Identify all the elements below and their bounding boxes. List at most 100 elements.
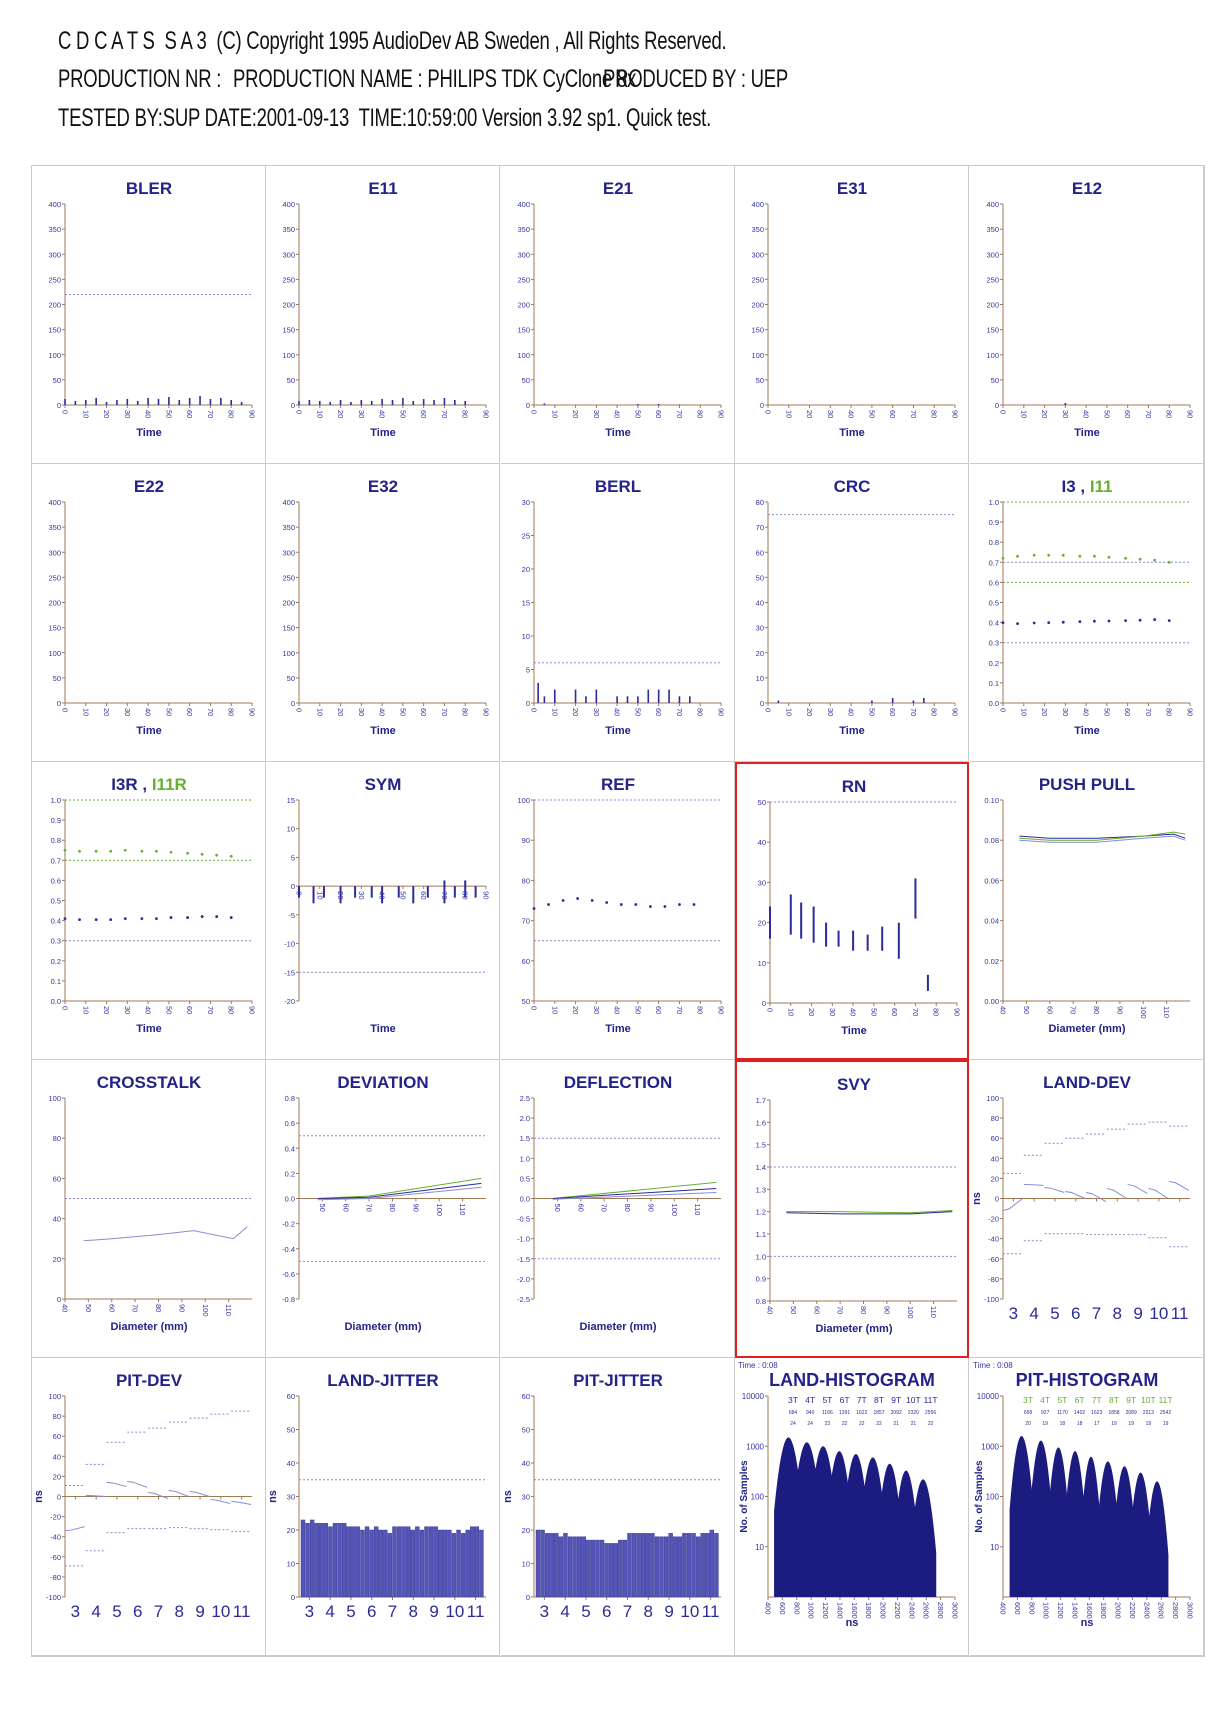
y-tick-label: 5 [291, 853, 295, 862]
chart-e21: E21 0 50 100 150 200 250 300 350 400 0 10 20 30 40 50 60… [500, 166, 735, 464]
y-tick-label: 0 [760, 401, 764, 410]
chart-bler: BLER 0 50 100 150 200 250 300 350 400 0 10 20 30 40 50 6… [32, 166, 266, 464]
data-point [1092, 619, 1096, 623]
x-tick-label: 60 [890, 1008, 899, 1016]
chart-title-secondary: I11 [1089, 477, 1112, 496]
x-tick-label: 10 [1019, 708, 1028, 716]
x-tick-label: 1800 [864, 1602, 873, 1619]
data-point [1061, 620, 1065, 624]
data-point [1152, 558, 1156, 562]
y-tick-label: 0.5 [988, 599, 998, 608]
data-point [1032, 553, 1036, 557]
x-tick-label: 0 [295, 410, 304, 414]
x-tick-label: 3 [71, 1602, 80, 1621]
x-tick-label: 20 [102, 410, 111, 418]
y-tick-label: 250 [283, 275, 296, 284]
y-tick-label: 400 [48, 498, 61, 507]
x-tick-label: 30 [357, 891, 366, 899]
deviation-segment [85, 1494, 106, 1497]
data-point [1078, 554, 1081, 558]
x-tick-label: 90 [953, 1008, 962, 1016]
chart-svg: PUSH PULL 0.00 0.02 0.04 0.06 0.08 0.10 40 50 60 7… [984, 775, 1190, 1035]
chart-title: E11 [369, 179, 398, 198]
y-tick-label: 1000 [981, 1442, 999, 1451]
x-tick-label: 2600 [1156, 1602, 1165, 1619]
x-tick-label: 10 [680, 1602, 699, 1621]
chart-svg: LAND-DEV -100 -80 -60 -40 -20 0 20 40 60 80 100 ns 3 4… [971, 1073, 1190, 1323]
series-line [1018, 835, 1186, 843]
jitter-bar [351, 1526, 356, 1598]
histogram-peak [1009, 1435, 1034, 1597]
x-tick-label: 70 [206, 708, 215, 716]
x-tick-label: 70 [206, 410, 215, 418]
t-jitter: 21 [894, 1421, 900, 1427]
t-label: 9T [1126, 1395, 1136, 1405]
jitter-bar [470, 1526, 475, 1598]
y-tick-label: 20 [756, 649, 764, 658]
chart-title: REF [601, 775, 635, 794]
data-point [215, 915, 219, 918]
y-tick-label: 100 [48, 1094, 61, 1103]
x-tick-label: 40 [144, 1006, 153, 1014]
chart-title-text: E12 [1071, 179, 1101, 198]
t-mean: 1622 [856, 1410, 867, 1416]
chart-rn: RN 0 10 20 30 40 50 0 10 20 30 40 50 60 70 80 90 Time [735, 762, 970, 1060]
chart-title: E12 [1071, 179, 1101, 198]
x-axis-label: Diameter (mm) [816, 1323, 893, 1335]
y-tick-label: 0.0 [285, 1195, 295, 1204]
y-tick-label: 1.7 [756, 1096, 766, 1105]
x-tick-label: 80 [227, 410, 236, 418]
x-tick-label: 50 [553, 1204, 562, 1212]
x-tick-label: 70 [675, 708, 684, 716]
chart-title-text: PIT-HISTOGRAM [1015, 1370, 1158, 1390]
deviation-segment [64, 1526, 85, 1532]
data-point [561, 899, 565, 902]
deviation-segment [1064, 1190, 1085, 1199]
data-point [1078, 620, 1081, 623]
x-tick-label: 3 [305, 1602, 314, 1621]
y-tick-label: 0.0 [51, 997, 61, 1006]
y-tick-label: 250 [48, 573, 61, 582]
data-point [546, 903, 550, 906]
chart-title: I3 , I11 [1061, 477, 1112, 496]
x-tick-label: 30 [592, 410, 601, 418]
chart-svy: SVY 0.8 0.9 1.0 1.1 1.2 1.3 1.4 1.5 1.6 1.7 40 50 60 7… [735, 1060, 970, 1358]
jitter-bar [681, 1533, 687, 1598]
y-tick-label: 350 [48, 225, 61, 234]
jitter-bar [378, 1529, 384, 1598]
data-point [1152, 618, 1156, 621]
t-jitter: 22 [842, 1421, 848, 1427]
y-tick-label: 0.4 [51, 917, 61, 926]
chart-berl: BERL 0 5 10 15 20 25 30 0 10 20 30 40 50 60 70 80 90 Time [500, 464, 735, 762]
x-tick-label: 60 [185, 1006, 194, 1014]
y-tick-label: 20 [287, 1526, 295, 1535]
x-axis-label: Time [841, 1025, 866, 1037]
y-tick-label: 50 [756, 573, 764, 582]
x-tick-label: 800 [792, 1602, 801, 1615]
y-tick-label: 20 [53, 1472, 61, 1481]
x-tick-label: 90 [482, 410, 491, 418]
t-label: 10T [906, 1395, 921, 1405]
y-tick-label: 50 [758, 798, 766, 807]
x-tick-label: 8 [409, 1602, 418, 1621]
data-point [1138, 557, 1142, 561]
x-tick-label: 7 [154, 1602, 163, 1621]
x-tick-label: 9 [664, 1602, 673, 1621]
chart-e31: E31 0 50 100 150 200 250 300 350 400 0 10 20 30 40 50 60… [735, 166, 970, 464]
x-tick-label: 60 [185, 708, 194, 716]
data-point [155, 849, 158, 853]
y-tick-label: 350 [752, 225, 765, 234]
y-tick-label: 50 [287, 674, 295, 683]
y-tick-label: 60 [990, 1134, 998, 1143]
y-tick-label: 50 [521, 1426, 529, 1435]
y-tick-label: 50 [990, 376, 998, 385]
chart-svg: DEFLECTION -2.5 -2.0 -1.5 -1.0 -0.5 0.0 0.5 1.0 1… [517, 1073, 721, 1333]
y-tick-label: 50 [287, 376, 295, 385]
y-tick-label: -0.6 [282, 1270, 295, 1279]
y-tick-label: 100 [283, 351, 296, 360]
chart-e12: E12 0 50 100 150 200 250 300 350 400 0 10 20 30 40 50 60… [969, 166, 1204, 464]
jitter-bar [465, 1529, 471, 1598]
y-tick-label: 1.4 [756, 1163, 766, 1172]
header-production-nr: PRODUCTION NR : [58, 65, 222, 93]
